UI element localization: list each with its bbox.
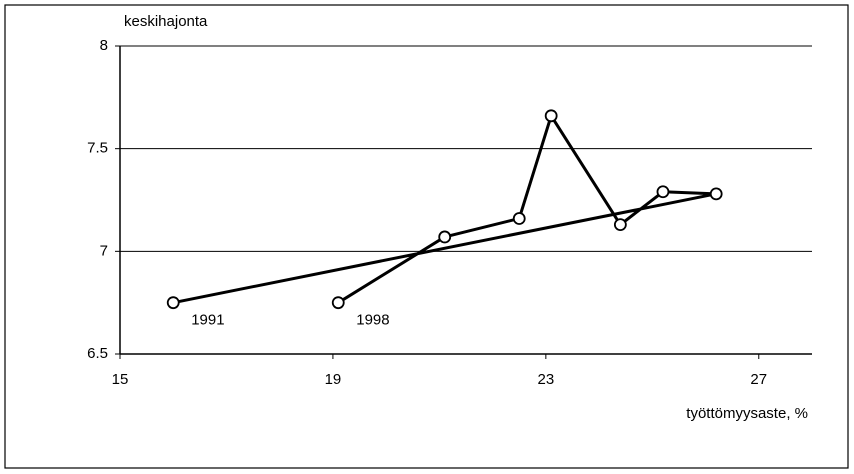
y-tick-label: 8	[100, 37, 108, 54]
y-tick-label: 6.5	[87, 345, 108, 362]
y-tick-label: 7	[100, 242, 108, 259]
data-point	[438, 230, 452, 244]
data-point	[613, 218, 627, 232]
x-tick-label: 27	[750, 371, 767, 388]
data-point	[544, 109, 558, 123]
data-point	[331, 296, 345, 310]
data-point	[709, 187, 723, 201]
data-point	[656, 185, 670, 199]
x-tick-label: 15	[112, 371, 129, 388]
x-tick-label: 23	[538, 371, 555, 388]
x-tick-label: 19	[325, 371, 342, 388]
y-tick-label: 7.5	[87, 140, 108, 157]
data-point	[512, 212, 526, 225]
x-axis-label: työttömyysaste, %	[686, 405, 808, 422]
frame	[4, 4, 849, 469]
y-axis-label: keskihajonta	[124, 13, 208, 30]
annotation: 1998	[356, 312, 389, 329]
annotation: 1991	[191, 312, 224, 329]
data-line	[172, 114, 718, 305]
data-point	[166, 296, 180, 310]
